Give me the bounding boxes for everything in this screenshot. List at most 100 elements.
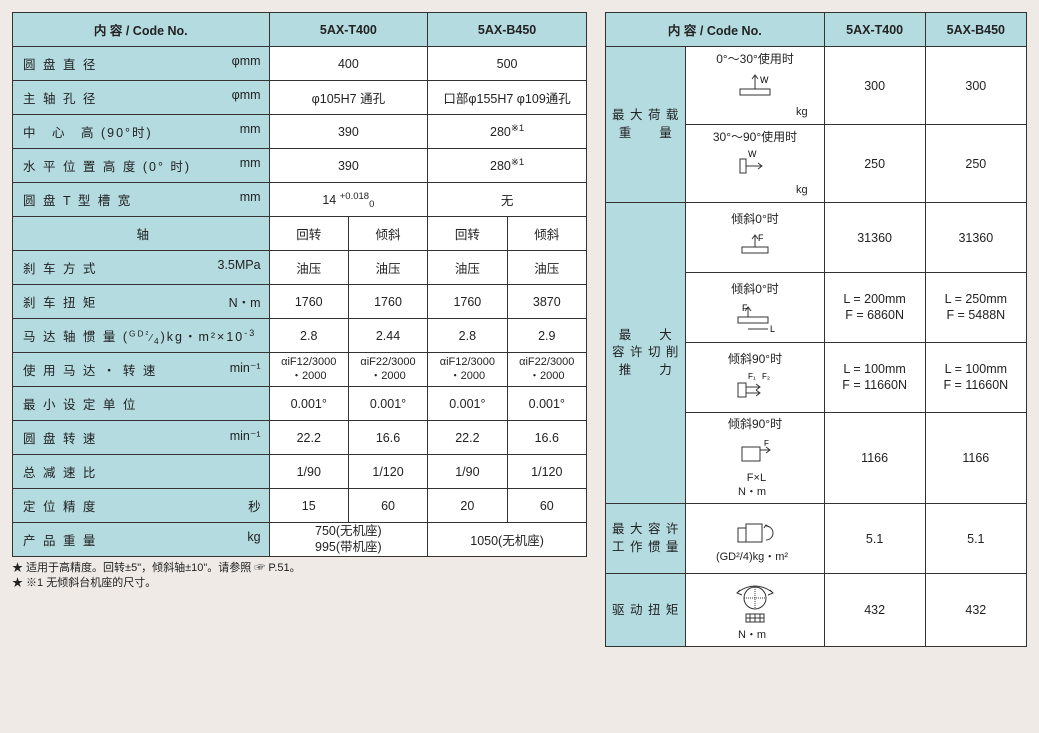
weight-label: 产 品 重 量 kg <box>13 523 270 557</box>
svg-text:F: F <box>758 233 764 243</box>
svg-text:L: L <box>770 324 775 333</box>
row-label: 中 心 高 (90°时)mm <box>13 115 270 149</box>
row-v2: 500 <box>428 47 587 81</box>
row-a: 1760 <box>269 285 348 319</box>
row-b: 1760 <box>348 285 427 319</box>
group-label: 最 大 荷 载重 量 <box>606 47 686 203</box>
axis-c4: 倾斜 <box>507 217 586 251</box>
left-spec-table: 内 容 / Code No. 5AX-T400 5AX-B450 圆 盘 直 径… <box>12 12 587 557</box>
row-label: 水 平 位 置 高 度 (0° 时)mm <box>13 149 270 183</box>
svg-text:W: W <box>760 75 769 85</box>
row-v2: 432 <box>925 574 1026 647</box>
row-v1: 400 <box>269 47 428 81</box>
row-v1: 432 <box>824 574 925 647</box>
row-v2: 1166 <box>925 413 1026 504</box>
row-label: 最 小 设 定 单 位 <box>13 387 270 421</box>
row-v2: 250 <box>925 125 1026 203</box>
row-v2: 31360 <box>925 203 1026 273</box>
row-a: 1/90 <box>269 455 348 489</box>
row-v2: 无 <box>428 183 587 217</box>
weight-v1: 750(无机座)995(带机座) <box>269 523 428 557</box>
row-desc: 倾斜0°时FL <box>686 273 824 343</box>
svg-text:F: F <box>742 303 748 313</box>
svg-text:F₂: F₂ <box>762 372 770 381</box>
row-desc: 0°～30°使用时Wkg <box>686 47 824 125</box>
row-a: 2.8 <box>269 319 348 353</box>
row-v1: L = 100mm F = 11660N <box>824 343 925 413</box>
group-label: 驱 动 扭 矩 <box>606 574 686 647</box>
row-v1: φ105H7 通孔 <box>269 81 428 115</box>
row-a: 22.2 <box>269 421 348 455</box>
row-b: 0.001° <box>348 387 427 421</box>
axis-c3: 回转 <box>428 217 507 251</box>
row-b: 16.6 <box>348 421 427 455</box>
svg-text:F: F <box>764 439 769 448</box>
row-d: 1/120 <box>507 455 586 489</box>
row-v2: L = 250mm F = 5488N <box>925 273 1026 343</box>
row-label: 总 减 速 比 <box>13 455 270 489</box>
axis-c1: 回转 <box>269 217 348 251</box>
row-label: 圆 盘 直 径φmm <box>13 47 270 81</box>
left-header-label: 内 容 / Code No. <box>13 13 270 47</box>
row-a: 15 <box>269 489 348 523</box>
row-c: 1/90 <box>428 455 507 489</box>
row-d: αiF22/3000・2000 <box>507 353 586 387</box>
row-label: 圆 盘 T 型 槽 宽mm <box>13 183 270 217</box>
row-b: 60 <box>348 489 427 523</box>
row-desc: 倾斜0°时F <box>686 203 824 273</box>
row-c: 油压 <box>428 251 507 285</box>
row-label: 使 用 马 达 ・ 转 速min⁻¹ <box>13 353 270 387</box>
row-d: 2.9 <box>507 319 586 353</box>
row-a: 油压 <box>269 251 348 285</box>
row-c: 2.8 <box>428 319 507 353</box>
svg-text:W: W <box>748 149 757 159</box>
row-d: 0.001° <box>507 387 586 421</box>
row-c: 0.001° <box>428 387 507 421</box>
weight-v2: 1050(无机座) <box>428 523 587 557</box>
row-b: αiF22/3000・2000 <box>348 353 427 387</box>
row-v2: 300 <box>925 47 1026 125</box>
group-label: 最 大容 许 切 削推 力 <box>606 203 686 504</box>
row-v1: 5.1 <box>824 504 925 574</box>
axis-label: 轴 <box>13 217 270 251</box>
left-header-c1: 5AX-T400 <box>269 13 428 47</box>
row-c: αiF12/3000・2000 <box>428 353 507 387</box>
row-b: 2.44 <box>348 319 427 353</box>
row-label: 马 达 轴 惯 量 (GD²⁄4)kg・m²×10-3 <box>13 319 270 353</box>
row-v2: L = 100mm F = 11660N <box>925 343 1026 413</box>
row-d: 3870 <box>507 285 586 319</box>
group-label: 最 大 容 许工 作 惯 量 <box>606 504 686 574</box>
row-c: 22.2 <box>428 421 507 455</box>
right-header-label: 内 容 / Code No. <box>606 13 825 47</box>
right-header-c2: 5AX-B450 <box>925 13 1026 47</box>
row-d: 60 <box>507 489 586 523</box>
row-desc: 倾斜90°时F₁F₂ <box>686 343 824 413</box>
row-label: 刹 车 方 式3.5MPa <box>13 251 270 285</box>
row-a: 0.001° <box>269 387 348 421</box>
right-spec-table: 内 容 / Code No. 5AX-T400 5AX-B450 最 大 荷 载… <box>605 12 1027 647</box>
row-c: 20 <box>428 489 507 523</box>
row-v1: 1166 <box>824 413 925 504</box>
row-desc: 倾斜90°时FF×L N・m <box>686 413 824 504</box>
row-v1: 300 <box>824 47 925 125</box>
row-label: 圆 盘 转 速min⁻¹ <box>13 421 270 455</box>
row-b: 油压 <box>348 251 427 285</box>
footnotes: ★ 适用于高精度。回转±5"，倾斜轴±10"。请参照 ☞ P.51。 ★ ※1 … <box>12 561 587 592</box>
row-a: αiF12/3000・2000 <box>269 353 348 387</box>
row-v1: 14 +0.0180 <box>269 183 428 217</box>
row-c: 1760 <box>428 285 507 319</box>
left-header-c2: 5AX-B450 <box>428 13 587 47</box>
row-v2: 280※1 <box>428 149 587 183</box>
row-v1: L = 200mm F = 6860N <box>824 273 925 343</box>
row-v1: 250 <box>824 125 925 203</box>
row-label: 定 位 精 度秒 <box>13 489 270 523</box>
row-v1: 390 <box>269 115 428 149</box>
row-label: 刹 车 扭 矩N・m <box>13 285 270 319</box>
row-desc: (GD²/4)kg・m² <box>686 504 824 574</box>
row-v2: 280※1 <box>428 115 587 149</box>
svg-text:F₁: F₁ <box>748 372 756 381</box>
row-desc: N・m <box>686 574 824 647</box>
row-d: 油压 <box>507 251 586 285</box>
right-header-c1: 5AX-T400 <box>824 13 925 47</box>
row-d: 16.6 <box>507 421 586 455</box>
